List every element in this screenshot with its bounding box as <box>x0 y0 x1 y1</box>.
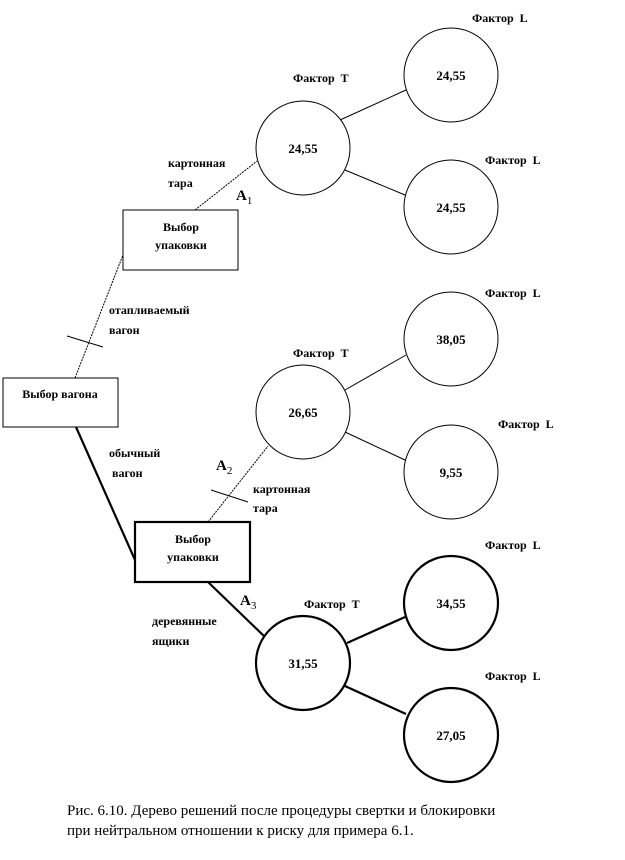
edge-t1-l2 <box>344 169 406 196</box>
factor-label: Фактор L <box>485 538 541 552</box>
branch-label: картонная <box>253 482 311 496</box>
factor-label: Фактор T <box>293 346 349 360</box>
alternative-label-a1: A1 <box>236 188 252 207</box>
leaf-node-l6 <box>402 686 500 784</box>
edge-t3-l6 <box>344 685 407 715</box>
leaf-node-l2 <box>403 159 499 255</box>
factor-label: Фактор L <box>498 417 554 431</box>
node-value: 9,55 <box>440 465 463 480</box>
node-value: 24,55 <box>436 68 466 83</box>
edge-t3-l5 <box>346 615 406 645</box>
decision-node-wagon <box>2 377 119 428</box>
edge-t1-l1 <box>339 89 407 121</box>
node-label: Выбор <box>175 532 211 546</box>
node-value: 24,55 <box>436 200 466 215</box>
decision-node-packaging-1 <box>122 209 239 271</box>
node-label: упаковки <box>167 550 219 564</box>
branch-label: ящики <box>152 634 189 648</box>
branch-label: картонная <box>168 156 226 170</box>
leaf-node-l1 <box>403 27 499 123</box>
node-label: упаковки <box>155 238 207 252</box>
node-value: 27,05 <box>436 728 466 743</box>
alternative-label-a2: A2 <box>216 458 232 477</box>
figure-caption-line-1: Рис. 6.10. Дерево решений после процедур… <box>67 803 496 819</box>
node-value: 34,55 <box>436 596 466 611</box>
branch-label: деревянные <box>152 614 217 628</box>
factor-label: Фактор L <box>472 11 528 25</box>
node-label: Выбор <box>163 220 199 234</box>
figure-caption-line-2: при нейтральном отношении к риску для пр… <box>67 823 414 839</box>
node-value: 26,65 <box>288 405 318 420</box>
block-mark <box>210 489 249 503</box>
node-value: 38,05 <box>436 332 466 347</box>
factor-label: Фактор L <box>485 153 541 167</box>
edge-a2 <box>207 445 269 523</box>
node-value: 24,55 <box>288 141 318 156</box>
factor-label: Фактор T <box>293 71 349 85</box>
block-mark <box>66 335 104 348</box>
branch-label: тара <box>253 501 278 515</box>
leaf-node-l3 <box>403 291 499 387</box>
edge-heated-wagon <box>74 254 124 379</box>
branch-label: тара <box>168 176 193 190</box>
branch-label: отапливаемый <box>109 303 190 317</box>
branch-label: обычный <box>109 446 160 460</box>
edge-ordinary-wagon <box>74 426 137 561</box>
edge-t2-l3 <box>344 354 407 391</box>
factor-label: Фактор T <box>304 597 360 611</box>
node-value: 31,55 <box>288 656 318 671</box>
branch-label: вагон <box>109 323 140 337</box>
branch-label: вагон <box>112 466 143 480</box>
edge-a1 <box>194 160 258 211</box>
leaf-node-l5 <box>402 554 500 652</box>
factor-label: Фактор L <box>485 669 541 683</box>
alternative-label-a3: A3 <box>240 593 257 612</box>
edge-a3 <box>207 581 266 638</box>
chance-node-t1 <box>255 100 351 196</box>
edge-t2-l4 <box>344 431 406 461</box>
node-label: Выбор вагона <box>22 387 97 401</box>
decision-node-packaging-2 <box>133 520 252 584</box>
factor-label: Фактор L <box>485 286 541 300</box>
chance-node-t3 <box>254 614 352 712</box>
chance-node-t2 <box>255 364 351 460</box>
leaf-node-l4 <box>403 424 499 520</box>
